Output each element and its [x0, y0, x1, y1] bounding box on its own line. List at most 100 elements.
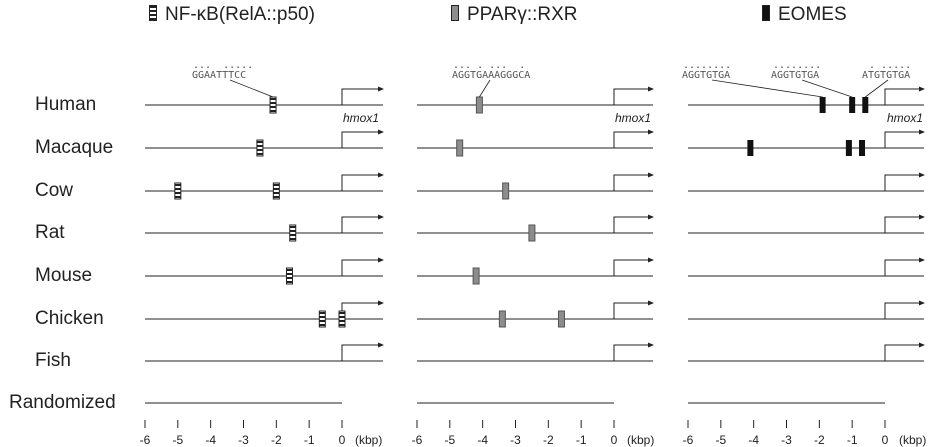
tss-arrowhead-eomes-macaque — [919, 129, 925, 135]
binding-site-nfkb-macaque-1-stripe-4 — [256, 153, 263, 155]
binding-site-eomes-macaque-2 — [845, 140, 852, 156]
axis-tick-label-ppar-1: -5 — [444, 433, 456, 447]
tss-arrowhead-nfkb-cow — [378, 172, 384, 178]
tss-arrow-eomes-macaque — [884, 131, 920, 148]
binding-site-nfkb-mouse-1 — [285, 267, 293, 285]
binding-site-nfkb-cow-2 — [272, 182, 280, 200]
tss-arrow-nfkb-fish — [341, 344, 379, 361]
binding-site-ppar-human-1 — [475, 96, 483, 114]
motif-seq-eomes-2: AGGTGTGA — [771, 70, 820, 81]
tss-arrowhead-eomes-human — [919, 86, 925, 92]
gene-label-panel-1: hmox1 — [343, 111, 380, 125]
tss-arrowhead-eomes-rat — [919, 214, 925, 220]
binding-site-ppar-chicken-2 — [557, 310, 565, 328]
motif-connector-ppar-1 — [479, 79, 491, 98]
tss-arrow-nfkb-chicken — [341, 302, 379, 319]
tss-arrowhead-ppar-rat — [648, 214, 654, 220]
binding-site-nfkb-macaque-1-stripe-3 — [256, 149, 263, 151]
binding-site-eomes-macaque-1 — [747, 140, 754, 156]
axis-tick-label-ppar-3: -3 — [510, 433, 521, 447]
motif-dots-eomes-2: ........ — [773, 60, 822, 71]
tss-arrowhead-nfkb-fish — [378, 342, 384, 348]
tss-arrow-ppar-mouse — [613, 259, 649, 276]
axis-tick-label-nfkb-2: -4 — [205, 433, 216, 447]
axis-tick-label-ppar-4: -2 — [542, 433, 554, 447]
motif-seq-eomes-1: AGGTGTGA — [682, 70, 731, 81]
axis-tick-label-nfkb-5: -1 — [303, 433, 315, 447]
axis-unit-ppar: (kbp) — [627, 433, 655, 447]
binding-site-ppar-mouse-1 — [472, 267, 480, 285]
binding-site-eomes-human-2 — [849, 97, 856, 113]
tss-arrow-eomes-cow — [884, 174, 920, 191]
binding-site-nfkb-mouse-1-stripe-1 — [286, 269, 293, 271]
tss-arrow-ppar-rat — [613, 216, 649, 233]
axis-tick-label-ppar-2: -4 — [477, 433, 488, 447]
tss-arrowhead-ppar-human — [648, 86, 654, 92]
axis-tick-label-eomes-5: -1 — [846, 433, 858, 447]
binding-site-nfkb-human-1-stripe-3 — [270, 106, 277, 108]
tss-arrowhead-nfkb-rat — [378, 214, 384, 220]
binding-site-nfkb-chicken-2-stripe-4 — [339, 324, 345, 326]
binding-site-nfkb-chicken-2 — [338, 310, 346, 328]
species-label-cow: Cow — [35, 180, 74, 201]
tss-arrow-ppar-cow — [613, 174, 649, 191]
binding-site-eomes-human-1 — [819, 97, 826, 113]
tss-arrow-ppar-fish — [613, 344, 649, 361]
axis-unit-eomes: (kbp) — [899, 433, 927, 447]
binding-site-nfkb-cow-2-stripe-3 — [273, 192, 280, 194]
species-label-mouse: Mouse — [35, 265, 93, 286]
binding-site-nfkb-cow-2-stripe-1 — [273, 184, 280, 186]
axis-tick-label-ppar-0: -6 — [411, 433, 423, 447]
binding-site-nfkb-macaque-1-stripe-1 — [256, 141, 263, 143]
axis-tick-label-eomes-6: 0 — [881, 433, 889, 447]
binding-site-nfkb-rat-1-stripe-1 — [289, 226, 296, 228]
axis-tick-label-ppar-6: 0 — [610, 433, 618, 447]
binding-site-nfkb-chicken-1 — [318, 310, 326, 328]
tss-arrowhead-nfkb-mouse — [378, 257, 384, 263]
binding-site-nfkb-chicken-1-stripe-4 — [319, 324, 326, 326]
binding-site-nfkb-cow-1-stripe-1 — [174, 184, 181, 186]
axis-tick-label-nfkb-3: -3 — [238, 433, 249, 447]
motif-dots-eomes-3: . ..... — [863, 60, 912, 71]
species-label-human: Human — [35, 94, 97, 115]
binding-site-nfkb-chicken-1-stripe-1 — [319, 312, 326, 314]
axis-tick-label-eomes-4: -2 — [813, 433, 825, 447]
axis-tick-label-nfkb-4: -2 — [270, 433, 282, 447]
species-label-rat: Rat — [35, 222, 65, 243]
tss-arrow-nfkb-macaque — [341, 131, 379, 148]
striped-site-icon — [149, 5, 157, 21]
black-site-icon — [762, 5, 770, 21]
species-label-fish: Fish — [35, 350, 71, 371]
binding-site-ppar-chicken-1 — [498, 310, 506, 328]
tss-arrowhead-ppar-cow — [648, 172, 654, 178]
axis-unit-nfkb: (kbp) — [355, 433, 383, 447]
panel-title-nfkb: NF-κB(RelA::p50) — [149, 4, 315, 26]
binding-site-nfkb-chicken-2-stripe-1 — [339, 312, 345, 314]
tss-arrow-eomes-mouse — [884, 259, 920, 276]
binding-site-ppar-rat-1 — [528, 224, 536, 242]
motif-connector-eomes-1 — [711, 79, 823, 98]
gray-site-icon — [451, 5, 459, 21]
binding-site-ppar-cow-1 — [502, 182, 510, 200]
motif-seq-eomes-3: ATGTGTGA — [862, 70, 911, 81]
tss-arrow-eomes-human — [884, 88, 920, 105]
binding-site-nfkb-mouse-1-stripe-4 — [286, 281, 293, 283]
tss-arrowhead-ppar-mouse — [648, 257, 654, 263]
binding-site-nfkb-cow-1-stripe-2 — [174, 188, 181, 190]
binding-site-nfkb-chicken-1-stripe-3 — [319, 320, 326, 322]
tss-arrowhead-ppar-chicken — [648, 300, 654, 306]
tss-arrow-ppar-macaque — [613, 131, 649, 148]
axis-tick-label-nfkb-1: -5 — [172, 433, 184, 447]
panel-title-eomes: EOMES — [762, 4, 847, 26]
binding-site-nfkb-rat-1-stripe-3 — [289, 234, 296, 236]
axis-tick-label-nfkb-0: -6 — [139, 433, 151, 447]
binding-site-nfkb-chicken-1-stripe-2 — [319, 316, 326, 318]
axis-tick-label-eomes-0: -6 — [682, 433, 694, 447]
species-label-randomized: Randomized — [9, 392, 116, 413]
binding-site-nfkb-cow-2-stripe-4 — [273, 196, 280, 198]
tss-arrow-nfkb-rat — [341, 216, 379, 233]
motif-connector-nfkb-1 — [229, 79, 274, 98]
binding-site-eomes-macaque-3 — [859, 140, 866, 156]
